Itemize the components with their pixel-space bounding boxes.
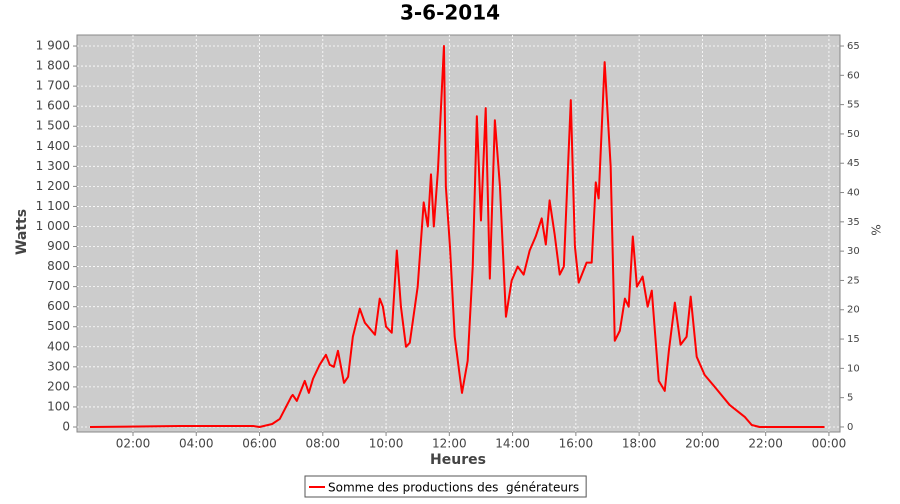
y-tick-label: 200 <box>47 379 70 393</box>
x-tick-label: 10:00 <box>369 437 404 451</box>
x-tick-label: 12:00 <box>432 437 467 451</box>
series-line <box>89 45 825 428</box>
x-tick-label: 00:00 <box>812 437 847 451</box>
legend: Somme des productions des générateurs <box>304 475 587 498</box>
y-tick-label: 600 <box>47 299 70 313</box>
x-tick-label: 22:00 <box>748 437 783 451</box>
y2-tick-label: 25 <box>847 275 860 286</box>
y-tick-label: 1 100 <box>36 199 70 213</box>
y-tick-label: 400 <box>47 339 70 353</box>
y-tick-label: 1 800 <box>36 59 70 73</box>
y-tick-label: 0 <box>62 419 70 433</box>
y-tick-label: 500 <box>47 319 70 333</box>
y2-tick-label: 55 <box>847 100 860 111</box>
y2-tick-label: 15 <box>847 334 860 345</box>
y-tick-label: 1 500 <box>36 119 70 133</box>
y2-tick-label: 30 <box>847 246 860 257</box>
x-tick-label: 18:00 <box>622 437 657 451</box>
y2-axis-label: % <box>869 224 883 235</box>
y-axis-label: Watts <box>14 209 30 255</box>
y2-tick-label: 5 <box>847 393 853 404</box>
y-tick-label: 1 000 <box>36 219 70 233</box>
y2-tick-label: 0 <box>847 422 853 433</box>
y-tick-label: 1 300 <box>36 159 70 173</box>
x-tick-label: 08:00 <box>305 437 340 451</box>
y-tick-label: 300 <box>47 359 70 373</box>
y2-tick-label: 10 <box>847 363 860 374</box>
y2-tick-label: 45 <box>847 158 860 169</box>
y-tick-label: 1 400 <box>36 139 70 153</box>
x-tick-label: 02:00 <box>116 437 151 451</box>
y2-tick-label: 50 <box>847 129 860 140</box>
legend-box <box>304 475 587 498</box>
y-tick-label: 1 900 <box>36 39 70 53</box>
x-tick-label: 16:00 <box>559 437 594 451</box>
x-tick-label: 04:00 <box>179 437 214 451</box>
y2-tick-label: 40 <box>847 188 860 199</box>
x-tick-label: 14:00 <box>495 437 530 451</box>
legend-label: Somme des productions des générateurs <box>328 481 579 495</box>
y2-tick-label: 65 <box>847 41 860 52</box>
y-tick-label: 800 <box>47 259 70 273</box>
x-axis-label: Heures <box>430 452 486 468</box>
y-tick-label: 100 <box>47 399 70 413</box>
y2-tick-label: 20 <box>847 305 860 316</box>
x-tick-label: 20:00 <box>685 437 720 451</box>
y-tick-label: 1 600 <box>36 99 70 113</box>
y-tick-label: 700 <box>47 279 70 293</box>
x-tick-label: 06:00 <box>242 437 277 451</box>
y-tick-label: 900 <box>47 239 70 253</box>
y2-tick-label: 60 <box>847 70 860 81</box>
y-tick-label: 1 700 <box>36 79 70 93</box>
y-tick-label: 1 200 <box>36 179 70 193</box>
y2-tick-label: 35 <box>847 217 860 228</box>
chart-title: 3-6-2014 <box>400 1 500 25</box>
